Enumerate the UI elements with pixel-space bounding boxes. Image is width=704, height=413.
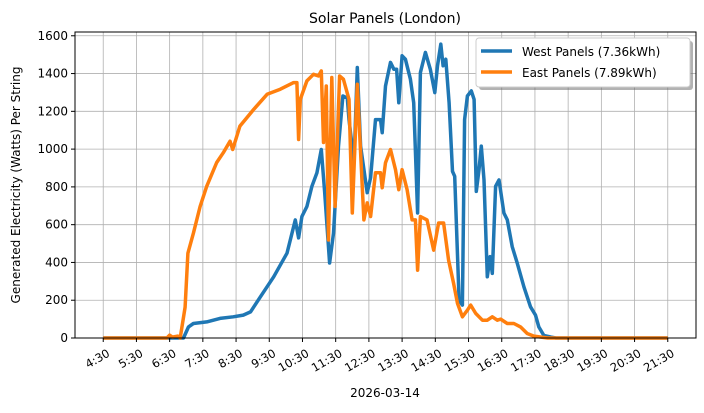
legend-label-east: East Panels (7.89kWh): [522, 66, 657, 80]
y-tick-label: 200: [45, 293, 68, 307]
y-tick-label: 400: [45, 255, 68, 269]
series-lines: [103, 42, 668, 340]
y-tick-label: 1600: [37, 29, 68, 43]
legend-label-west: West Panels (7.36kWh): [522, 45, 660, 59]
y-tick-label: 1000: [37, 142, 68, 156]
chart-title: Solar Panels (London): [309, 11, 461, 27]
axes-frame: [74, 31, 697, 339]
y-tick-label: 800: [45, 180, 68, 194]
legend-box: [475, 37, 691, 88]
y-tick-label: 600: [45, 218, 68, 232]
series-line-east: [103, 69, 668, 340]
series-line-west: [103, 42, 668, 340]
legend: West Panels (7.36kWh) East Panels (7.89k…: [475, 37, 693, 90]
y-tick-label: 1200: [37, 104, 68, 118]
x-axis-label: 2026-03-14: [350, 386, 420, 400]
y-tick-label: 1400: [37, 67, 68, 81]
y-axis-label: Generated Electricity (Watts) Per String: [9, 67, 23, 304]
y-tick-label: 0: [60, 331, 68, 345]
y-axis: 0 200 400 600 800 1000 1200 1400 1600: [37, 29, 75, 345]
